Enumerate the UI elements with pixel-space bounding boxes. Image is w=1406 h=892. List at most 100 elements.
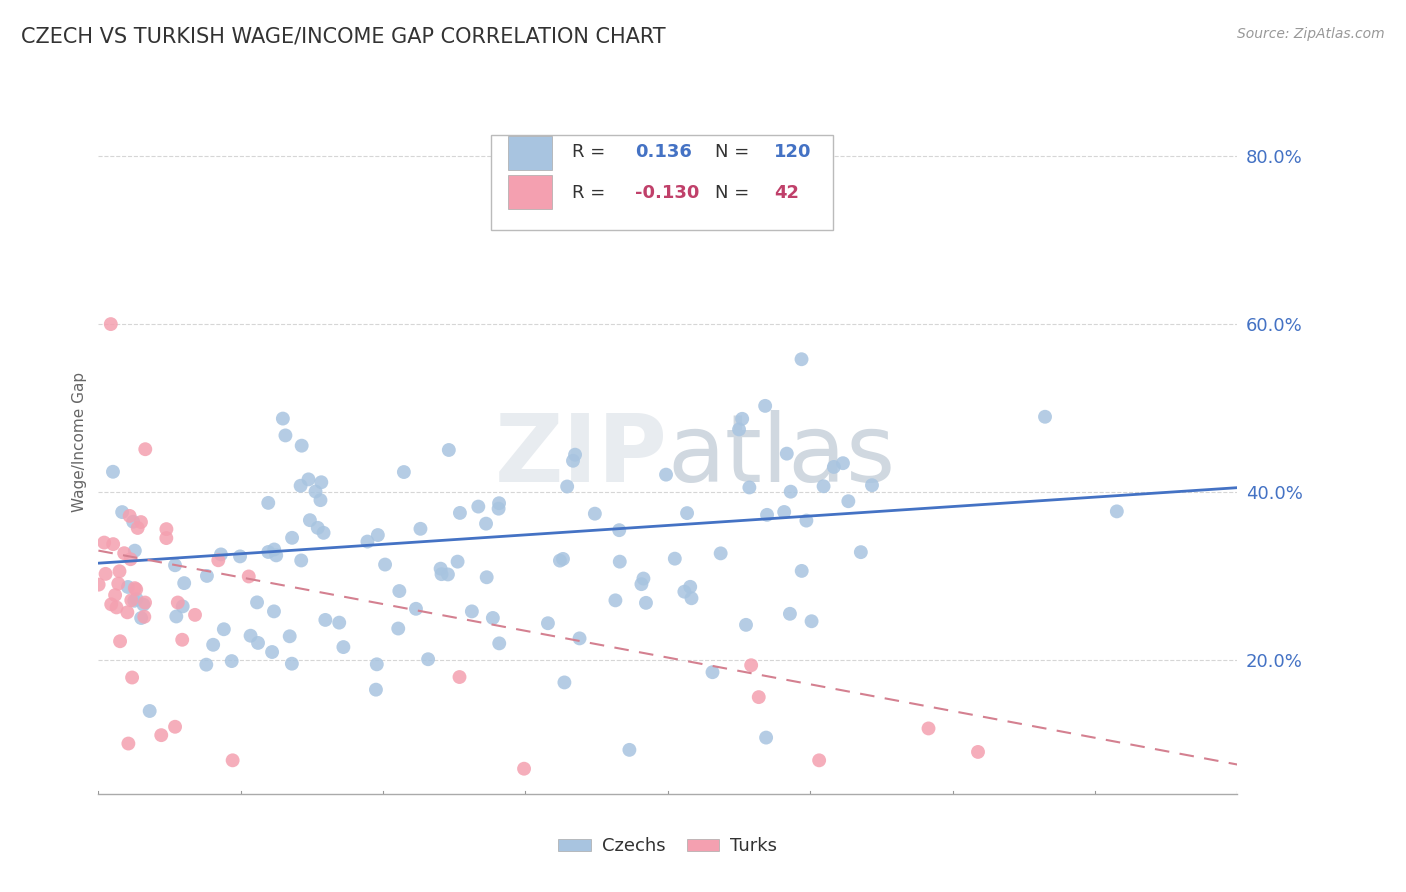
Point: [134, 609, 156, 624]
Point: [263, 604, 285, 618]
Legend: Czechs, Turks: Czechs, Turks: [551, 830, 785, 863]
Point: [124, 581, 146, 595]
Point: [488, 501, 510, 516]
Point: [356, 534, 378, 549]
Point: [281, 657, 304, 671]
Point: [756, 508, 779, 522]
Point: [738, 480, 761, 494]
Point: [132, 598, 155, 612]
Point: [583, 507, 606, 521]
Point: [281, 531, 304, 545]
Point: [125, 582, 148, 597]
Text: atlas: atlas: [668, 409, 896, 501]
Point: [555, 479, 578, 493]
Point: [849, 545, 872, 559]
Point: [776, 447, 799, 461]
Point: [551, 552, 574, 566]
Point: [107, 576, 129, 591]
Point: [482, 611, 505, 625]
Point: [298, 513, 321, 527]
Point: [290, 479, 312, 493]
Point: [105, 600, 128, 615]
Text: N =: N =: [714, 143, 755, 161]
Point: [437, 567, 460, 582]
Point: [290, 553, 312, 567]
Point: [790, 352, 813, 367]
Point: [710, 546, 733, 560]
Point: [104, 588, 127, 602]
Point: [150, 728, 173, 742]
Point: [388, 584, 411, 599]
Point: [278, 629, 301, 643]
Point: [108, 564, 131, 578]
Point: [754, 399, 776, 413]
Point: [247, 636, 270, 650]
Point: [332, 640, 354, 654]
Point: [207, 553, 229, 567]
Point: [619, 743, 641, 757]
Point: [562, 454, 585, 468]
Point: [93, 535, 115, 549]
Point: [917, 722, 939, 736]
Point: [297, 472, 319, 486]
Point: [461, 604, 484, 618]
Text: 0.136: 0.136: [636, 143, 692, 161]
Point: [94, 566, 117, 581]
Point: [212, 622, 235, 636]
Point: [367, 528, 389, 542]
Point: [202, 638, 225, 652]
Point: [475, 516, 498, 531]
Point: [129, 611, 152, 625]
Point: [967, 745, 990, 759]
Point: [429, 562, 451, 576]
Point: [634, 596, 657, 610]
Point: [564, 448, 586, 462]
Point: [488, 636, 510, 650]
Point: [262, 645, 284, 659]
Point: [221, 753, 243, 767]
Point: [796, 514, 818, 528]
Point: [837, 494, 859, 508]
Point: [101, 537, 124, 551]
Point: [209, 548, 232, 562]
Point: [392, 465, 415, 479]
Point: [735, 618, 758, 632]
Point: [731, 412, 754, 426]
Point: [155, 531, 177, 545]
Point: [748, 690, 770, 705]
Point: [860, 478, 883, 492]
Point: [124, 594, 146, 608]
Text: Source: ZipAtlas.com: Source: ZipAtlas.com: [1237, 27, 1385, 41]
Point: [239, 629, 262, 643]
Point: [553, 675, 575, 690]
Point: [740, 658, 762, 673]
Point: [112, 546, 135, 560]
Point: [755, 731, 778, 745]
Point: [387, 622, 409, 636]
Point: [100, 597, 122, 611]
Point: [120, 593, 142, 607]
Point: [633, 572, 655, 586]
Point: [155, 522, 177, 536]
Point: [655, 467, 678, 482]
Point: [246, 595, 269, 609]
Point: [808, 753, 831, 767]
Point: [328, 615, 350, 630]
Point: [221, 654, 243, 668]
Text: 42: 42: [773, 184, 799, 202]
Point: [488, 496, 510, 510]
Text: ZIP: ZIP: [495, 409, 668, 501]
Point: [312, 525, 335, 540]
Point: [264, 549, 287, 563]
Text: CZECH VS TURKISH WAGE/INCOME GAP CORRELATION CHART: CZECH VS TURKISH WAGE/INCOME GAP CORRELA…: [21, 27, 665, 46]
Point: [823, 459, 845, 474]
Point: [117, 580, 139, 594]
Point: [134, 595, 156, 609]
Point: [118, 508, 141, 523]
Point: [800, 614, 823, 628]
Point: [134, 442, 156, 457]
Point: [430, 567, 453, 582]
Point: [195, 657, 218, 672]
Point: [405, 602, 427, 616]
Point: [309, 493, 332, 508]
